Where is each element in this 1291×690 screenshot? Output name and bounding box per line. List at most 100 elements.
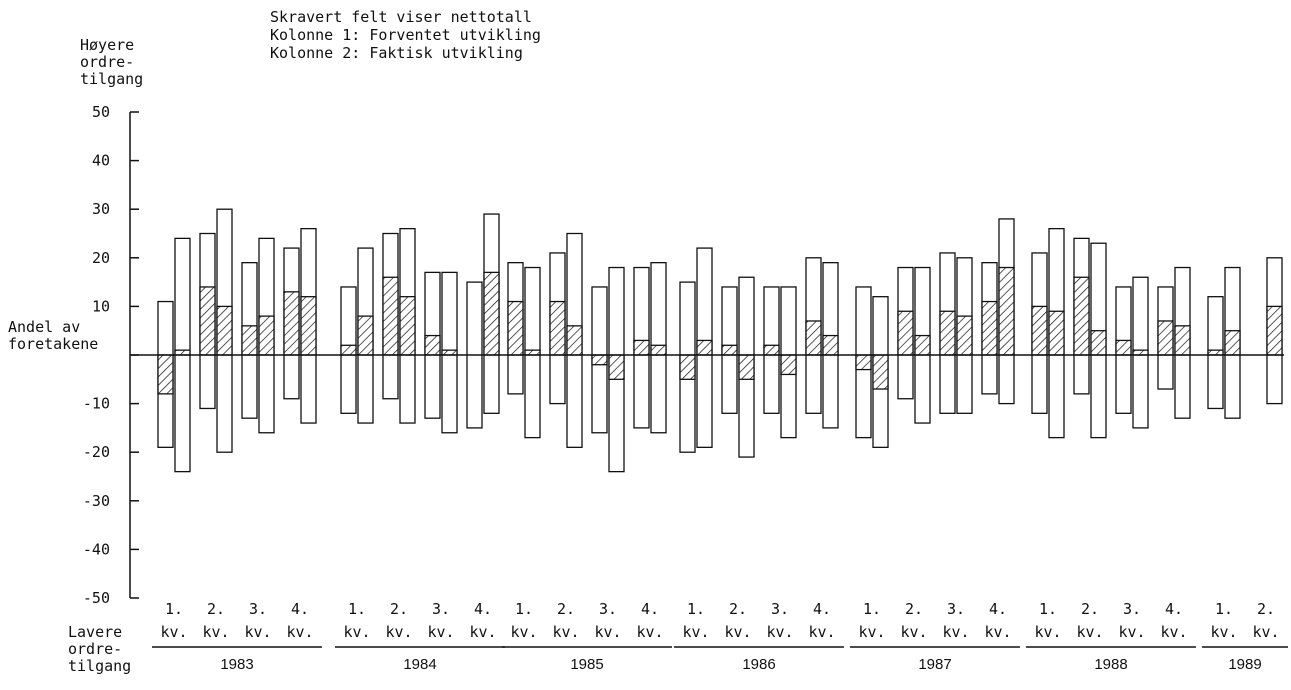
year-label: 1989 [1228, 656, 1261, 673]
actual-net-bar [914, 334, 931, 356]
year-label: 1988 [1094, 656, 1127, 673]
lower-axis-label: tilgang [68, 657, 131, 675]
quarter-number-label: 1. [515, 600, 533, 618]
actual-net-bar [399, 296, 416, 356]
y-tick-label: -20 [83, 443, 110, 461]
actual-net-bar [822, 334, 839, 356]
quarter-kv-label: kv. [469, 623, 496, 641]
quarter-kv-label: kv. [594, 623, 621, 641]
quarter-number-label: 3. [599, 600, 617, 618]
year-label: 1987 [918, 656, 951, 673]
expected-net-bar [855, 354, 872, 371]
quarter-number-label: 3. [432, 600, 450, 618]
quarter-number-label: 4. [641, 600, 659, 618]
quarter-kv-label: kv. [1034, 623, 1061, 641]
quarter-number-label: 3. [1123, 600, 1141, 618]
y-tick-label: 10 [92, 297, 110, 315]
quarter-kv-label: kv. [160, 623, 187, 641]
upper-axis-label: Høyere [80, 36, 134, 54]
quarter-kv-label: kv. [552, 623, 579, 641]
quarter-kv-label: kv. [1160, 623, 1187, 641]
actual-net-bar [1048, 310, 1065, 356]
quarter-kv-label: kv. [766, 623, 793, 641]
quarter-number-label: 4. [1165, 600, 1183, 618]
quarter-number-label: 4. [291, 600, 309, 618]
actual-net-bar [956, 315, 973, 356]
actual-net-bar [216, 305, 233, 356]
expected-net-bar [340, 344, 357, 356]
expected-net-bar [679, 354, 696, 380]
y-tick-label: 20 [92, 249, 110, 267]
y-tick-label: -50 [83, 589, 110, 607]
year-label: 1985 [570, 656, 603, 673]
quarter-kv-label: kv. [900, 623, 927, 641]
quarter-kv-label: kv. [682, 623, 709, 641]
y-tick-label: 30 [92, 200, 110, 218]
y-tick-label: -10 [83, 395, 110, 413]
quarter-number-label: 1. [348, 600, 366, 618]
actual-net-bar [608, 354, 625, 380]
y-tick-label: -40 [83, 540, 110, 558]
actual-net-bar [300, 296, 317, 356]
year-label: 1983 [220, 656, 253, 673]
quarter-number-label: 2. [390, 600, 408, 618]
quarter-kv-label: kv. [942, 623, 969, 641]
actual-net-bar [998, 266, 1015, 356]
legend-line: Kolonne 1: Forventet utvikling [270, 26, 541, 44]
actual-net-bar [1266, 305, 1283, 356]
expected-net-bar [721, 344, 738, 356]
bars [157, 208, 1283, 473]
quarter-kv-label: kv. [286, 623, 313, 641]
actual-net-bar [1224, 330, 1241, 356]
expected-net-bar [507, 300, 524, 356]
quarter-kv-label: kv. [1252, 623, 1279, 641]
quarter-number-label: 3. [947, 600, 965, 618]
expected-net-bar [199, 286, 216, 356]
expected-net-bar [1031, 305, 1048, 356]
y-tick-label: 50 [92, 103, 110, 121]
legend-line: Kolonne 2: Faktisk utvikling [270, 44, 523, 62]
zero-axis-label: foretakene [8, 335, 98, 353]
expected-net-bar [1073, 276, 1090, 356]
actual-net-bar [1174, 325, 1191, 356]
quarter-kv-label: kv. [510, 623, 537, 641]
y-tick-label: 40 [92, 152, 110, 170]
expected-net-bar [424, 334, 441, 356]
expected-net-bar [549, 300, 566, 356]
quarter-kv-label: kv. [1076, 623, 1103, 641]
quarter-number-label: 3. [249, 600, 267, 618]
expected-net-bar [1115, 339, 1132, 356]
quarter-kv-label: kv. [343, 623, 370, 641]
quarter-kv-label: kv. [202, 623, 229, 641]
expected-net-bar [283, 291, 300, 356]
quarter-kv-label: kv. [808, 623, 835, 641]
quarter-number-label: 3. [771, 600, 789, 618]
expected-net-bar [981, 300, 998, 356]
actual-net-bar [872, 354, 889, 390]
actual-net-bar [738, 354, 755, 380]
actual-net-bar [258, 315, 275, 356]
quarter-number-label: 2. [557, 600, 575, 618]
expected-net-bar [1157, 320, 1174, 356]
expected-net-bar [633, 339, 650, 356]
quarter-kv-label: kv. [636, 623, 663, 641]
quarter-number-label: 1. [165, 600, 183, 618]
expected-net-bar [591, 354, 608, 366]
y-axis: 50 40 30 20 10 -10 -20 -30 -40 -50 [83, 103, 139, 607]
quarter-kv-label: kv. [427, 623, 454, 641]
actual-net-bar [650, 344, 667, 356]
year-label: 1984 [403, 656, 436, 673]
expected-net-bar [897, 310, 914, 356]
expected-net-bar [763, 344, 780, 356]
actual-net-bar [696, 339, 713, 356]
quarter-number-label: 4. [474, 600, 492, 618]
year-label: 1986 [742, 656, 775, 673]
actual-net-bar [1090, 330, 1107, 356]
lower-axis-label: Lavere [68, 623, 122, 641]
quarter-kv-label: kv. [1210, 623, 1237, 641]
expected-net-bar [241, 325, 258, 356]
zero-axis-label: Andel av [8, 318, 80, 336]
